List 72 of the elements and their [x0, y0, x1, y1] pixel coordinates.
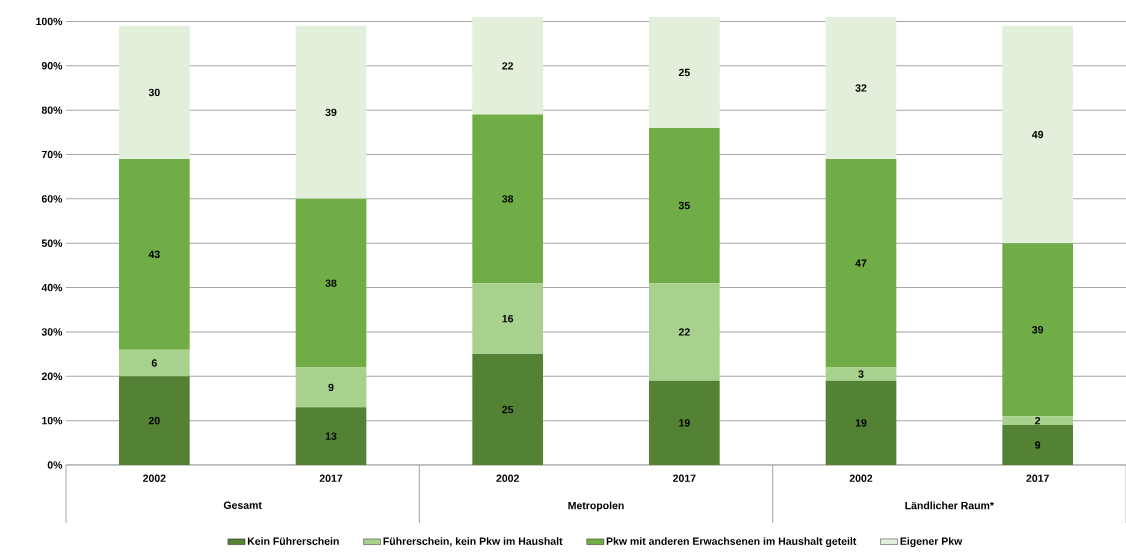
data-label: 20 — [148, 416, 160, 425]
x-tick-label: 2002 — [143, 474, 166, 482]
data-label: 25 — [502, 405, 514, 414]
bar — [295, 367, 367, 408]
legend-label: Führerschein, kein Pkw im Haushalt — [383, 537, 563, 547]
data-label: 49 — [1031, 130, 1044, 139]
bar — [472, 283, 544, 355]
bar — [825, 158, 897, 368]
data-label: 30 — [148, 88, 160, 97]
legend-label: Pkw mit anderen Erwachsenen im Haushalt geteilt — [606, 537, 857, 548]
data-label: 39 — [1032, 325, 1044, 334]
text: Metropolen — [568, 501, 624, 512]
bar — [472, 17, 544, 115]
bar — [295, 407, 367, 465]
data-label: 19 — [855, 419, 867, 427]
data-label: 22 — [678, 328, 690, 336]
data-label: 19 — [679, 419, 690, 427]
data-label: 39 — [325, 108, 337, 117]
y-tick-label: 10% — [42, 416, 63, 425]
bar — [649, 17, 720, 128]
bar — [825, 367, 897, 381]
bar — [825, 17, 897, 159]
bar — [472, 354, 544, 465]
y-tick-label: 30% — [41, 328, 63, 336]
x-tick-label: 2017 — [673, 474, 696, 482]
legend-label: Eigener Pkw — [900, 537, 963, 548]
bar — [295, 198, 367, 368]
data-label: 38 — [502, 195, 514, 203]
bar — [1002, 425, 1074, 465]
y-tick-label: 100% — [36, 17, 63, 26]
bar — [119, 349, 190, 377]
data-label: 9 — [1035, 441, 1041, 449]
data-label: 32 — [855, 84, 867, 92]
bar — [1002, 25, 1074, 244]
bar — [119, 376, 190, 465]
data-label: 2 — [1035, 416, 1041, 425]
bar — [1002, 243, 1074, 417]
data-label: 13 — [325, 432, 337, 440]
y-tick-label: 90% — [41, 62, 63, 70]
data-label: 38 — [325, 279, 337, 287]
data-label: 47 — [855, 259, 867, 267]
y-tick-label: 0% — [47, 461, 63, 469]
data-label: 43 — [148, 250, 160, 259]
x-tick-label: 2002 — [849, 474, 873, 482]
x-tick-label: 2002 — [496, 474, 519, 482]
y-tick-label: 40% — [41, 283, 63, 292]
bar — [825, 380, 897, 465]
data-label: 3 — [858, 370, 864, 378]
y-tick-label: 60% — [41, 195, 63, 203]
data-label: 6 — [151, 359, 157, 367]
data-label: 25 — [678, 68, 690, 77]
data-label: 9 — [328, 383, 334, 392]
bar — [649, 127, 720, 284]
y-tick-label: 70% — [41, 150, 63, 159]
y-tick-label: 80% — [41, 106, 63, 114]
x-tick-label: 2017 — [1026, 474, 1049, 482]
y-tick-label: 20% — [41, 372, 63, 381]
bar — [119, 158, 190, 350]
bar — [472, 114, 544, 284]
bar — [1002, 416, 1074, 426]
y-tick-label: 50% — [41, 239, 63, 247]
bar — [119, 25, 190, 159]
bar — [649, 283, 720, 381]
x-tick-label: 2017 — [319, 474, 343, 482]
data-label: 22 — [502, 62, 514, 70]
data-label: 35 — [678, 201, 690, 210]
data-label: 16 — [502, 314, 514, 323]
bar — [649, 380, 720, 465]
bar — [295, 25, 367, 199]
legend-label: Kein Führerschein — [247, 537, 339, 545]
text: Gesamt — [223, 501, 262, 509]
text: Ländlicher Raum* — [905, 501, 994, 510]
